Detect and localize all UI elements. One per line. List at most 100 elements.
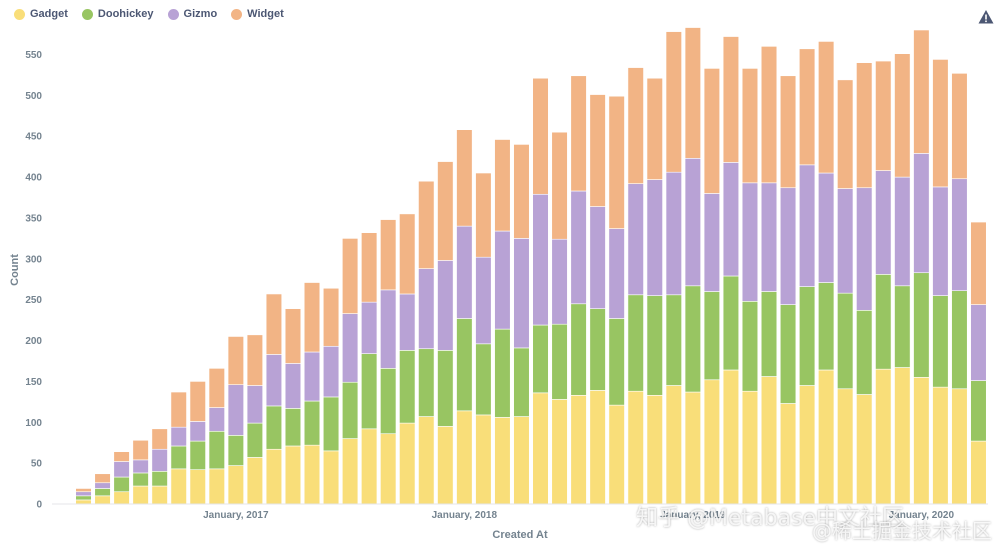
bar-segment-doohickey[interactable] xyxy=(494,328,511,418)
bar-segment-doohickey[interactable] xyxy=(94,488,111,497)
bar-segment-doohickey[interactable] xyxy=(856,310,873,395)
bar-segment-widget[interactable] xyxy=(75,488,92,493)
bar-segment-widget[interactable] xyxy=(208,368,225,408)
bar-segment-doohickey[interactable] xyxy=(589,308,606,391)
bar-segment-gizmo[interactable] xyxy=(189,421,206,442)
bar-segment-gadget[interactable] xyxy=(551,399,568,505)
bar-segment-gadget[interactable] xyxy=(646,395,663,505)
bar-segment-gizmo[interactable] xyxy=(894,176,911,287)
bar-segment-gizmo[interactable] xyxy=(151,448,168,472)
bar-segment-doohickey[interactable] xyxy=(932,295,949,388)
bar-segment-widget[interactable] xyxy=(684,27,701,159)
bar-segment-gadget[interactable] xyxy=(151,485,168,505)
bar-segment-doohickey[interactable] xyxy=(665,294,682,386)
bar-segment-gizmo[interactable] xyxy=(837,188,854,294)
bar-segment-widget[interactable] xyxy=(456,129,473,227)
bar-segment-gadget[interactable] xyxy=(341,438,359,505)
bar-segment-doohickey[interactable] xyxy=(551,323,568,400)
bar-segment-gizmo[interactable] xyxy=(818,172,835,283)
bar-segment-doohickey[interactable] xyxy=(418,348,435,417)
bar-segment-gadget[interactable] xyxy=(418,416,435,505)
bar-segment-doohickey[interactable] xyxy=(951,290,968,390)
bar-segment-gadget[interactable] xyxy=(532,392,549,505)
bar-segment-gizmo[interactable] xyxy=(303,351,321,402)
bar-segment-gadget[interactable] xyxy=(94,495,111,505)
bar-segment-doohickey[interactable] xyxy=(760,291,778,377)
bar-segment-gadget[interactable] xyxy=(437,426,454,505)
bar-segment-gadget[interactable] xyxy=(303,444,321,505)
bar-segment-gadget[interactable] xyxy=(570,395,587,505)
bar-segment-doohickey[interactable] xyxy=(189,440,206,470)
bar-segment-doohickey[interactable] xyxy=(303,400,321,446)
bar-segment-widget[interactable] xyxy=(303,282,321,353)
bar-segment-doohickey[interactable] xyxy=(798,286,816,386)
bar-segment-gizmo[interactable] xyxy=(951,178,968,292)
bar-segment-doohickey[interactable] xyxy=(818,282,835,371)
bar-segment-widget[interactable] xyxy=(913,29,930,154)
bar-segment-widget[interactable] xyxy=(589,94,606,207)
bar-segment-widget[interactable] xyxy=(760,46,778,184)
bar-segment-gizmo[interactable] xyxy=(418,268,435,350)
bar-segment-doohickey[interactable] xyxy=(970,380,987,442)
bar-segment-doohickey[interactable] xyxy=(75,495,92,501)
bar-segment-widget[interactable] xyxy=(513,144,530,239)
bar-segment-gizmo[interactable] xyxy=(113,461,130,478)
bar-segment-gizmo[interactable] xyxy=(741,182,759,302)
bar-segment-doohickey[interactable] xyxy=(513,347,530,417)
bar-segment-gadget[interactable] xyxy=(494,417,511,505)
bar-segment-gadget[interactable] xyxy=(246,457,263,505)
bar-segment-gadget[interactable] xyxy=(722,369,740,505)
bar-segment-doohickey[interactable] xyxy=(741,301,759,392)
bar-segment-widget[interactable] xyxy=(113,451,130,462)
legend-item-gizmo[interactable]: Gizmo xyxy=(167,8,217,20)
bar-segment-gizmo[interactable] xyxy=(856,187,873,311)
bar-segment-gadget[interactable] xyxy=(703,379,721,505)
bar-segment-gadget[interactable] xyxy=(113,491,130,505)
bar-segment-widget[interactable] xyxy=(94,473,111,484)
bar-segment-gizmo[interactable] xyxy=(722,162,740,277)
bar-segment-widget[interactable] xyxy=(399,213,416,295)
bar-segment-gadget[interactable] xyxy=(132,485,149,505)
bar-segment-widget[interactable] xyxy=(246,334,263,386)
bar-segment-gadget[interactable] xyxy=(894,367,911,505)
bar-segment-widget[interactable] xyxy=(856,62,873,189)
bar-segment-widget[interactable] xyxy=(532,77,549,195)
bar-segment-gizmo[interactable] xyxy=(456,225,473,319)
bar-segment-gadget[interactable] xyxy=(75,499,92,505)
bar-segment-widget[interactable] xyxy=(418,180,435,269)
bar-segment-gizmo[interactable] xyxy=(132,459,149,474)
bar-segment-gadget[interactable] xyxy=(913,377,930,505)
bar-segment-gadget[interactable] xyxy=(818,369,835,505)
legend-item-widget[interactable]: Widget xyxy=(231,8,284,20)
bar-segment-widget[interactable] xyxy=(970,221,987,305)
bar-segment-gadget[interactable] xyxy=(798,385,816,505)
bar-segment-gizmo[interactable] xyxy=(703,193,721,292)
bar-segment-gizmo[interactable] xyxy=(399,293,416,351)
bar-segment-widget[interactable] xyxy=(703,68,721,194)
bar-segment-gizmo[interactable] xyxy=(475,256,492,345)
bar-segment-gizmo[interactable] xyxy=(779,187,797,305)
bar-segment-gadget[interactable] xyxy=(265,448,283,505)
bar-segment-gizmo[interactable] xyxy=(341,313,359,383)
bar-segment-gadget[interactable] xyxy=(189,469,206,505)
bar-segment-gadget[interactable] xyxy=(322,450,340,505)
bar-segment-widget[interactable] xyxy=(837,79,854,189)
bar-segment-doohickey[interactable] xyxy=(646,295,663,396)
bar-segment-gizmo[interactable] xyxy=(284,363,302,409)
bar-segment-doohickey[interactable] xyxy=(875,274,892,370)
bar-segment-gadget[interactable] xyxy=(475,414,492,505)
bar-segment-doohickey[interactable] xyxy=(570,303,587,396)
bar-segment-widget[interactable] xyxy=(779,75,797,189)
bar-segment-doohickey[interactable] xyxy=(456,318,473,412)
bar-segment-doohickey[interactable] xyxy=(265,405,283,450)
bar-segment-gizmo[interactable] xyxy=(380,289,397,369)
legend-item-gadget[interactable]: Gadget xyxy=(14,8,68,20)
bar-segment-doohickey[interactable] xyxy=(132,472,149,487)
bar-segment-gizmo[interactable] xyxy=(322,345,340,398)
bar-segment-gadget[interactable] xyxy=(513,416,530,505)
bar-segment-widget[interactable] xyxy=(665,31,682,173)
bar-segment-gizmo[interactable] xyxy=(437,260,454,351)
bar-segment-gizmo[interactable] xyxy=(627,183,644,296)
bar-segment-widget[interactable] xyxy=(170,391,187,428)
bar-segment-gizmo[interactable] xyxy=(684,158,701,287)
